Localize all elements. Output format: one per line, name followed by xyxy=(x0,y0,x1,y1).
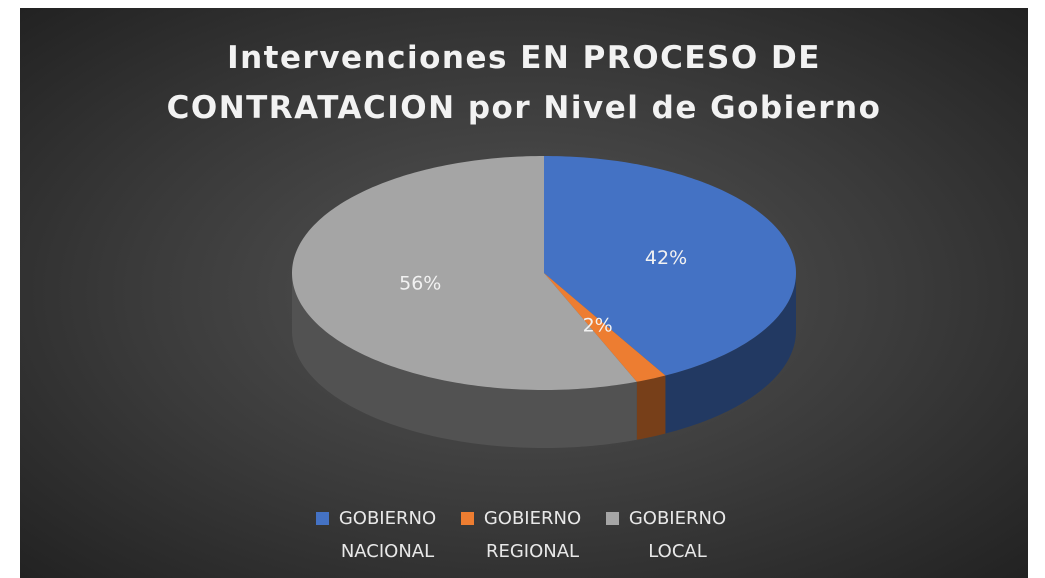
legend-swatch xyxy=(460,512,474,525)
legend-item: GOBIERNO REGIONAL xyxy=(460,502,588,568)
legend: GOBIERNO NACIONAL GOBIERNO REGIONAL GOBIER… xyxy=(20,502,1028,568)
legend-item: GOBIERNO NACIONAL xyxy=(315,502,443,568)
legend-label: GOBIERNO NACIONAL xyxy=(338,508,437,562)
data-label: 42% xyxy=(645,247,687,269)
legend-swatch xyxy=(605,512,619,525)
legend-label: GOBIERNO LOCAL xyxy=(628,508,727,562)
legend-label: GOBIERNO REGIONAL xyxy=(483,508,582,562)
data-label: 56% xyxy=(399,272,441,294)
chart-area: Intervenciones EN PROCESO DE CONTRATACIO… xyxy=(20,8,1028,578)
slice-side xyxy=(665,273,796,434)
chart: Intervenciones EN PROCESO DE CONTRATACIO… xyxy=(167,40,882,448)
slice xyxy=(544,156,796,376)
legend-item: GOBIERNO LOCAL xyxy=(605,502,733,568)
legend-swatch xyxy=(315,512,329,525)
chart-title: Intervenciones EN PROCESO DE xyxy=(227,40,821,76)
chart-title: CONTRATACION por Nivel de Gobierno xyxy=(167,90,882,126)
data-label: 2% xyxy=(583,314,613,336)
slice-side xyxy=(636,375,666,440)
slice xyxy=(292,156,637,390)
slice-side xyxy=(292,273,637,448)
slice xyxy=(544,273,666,382)
